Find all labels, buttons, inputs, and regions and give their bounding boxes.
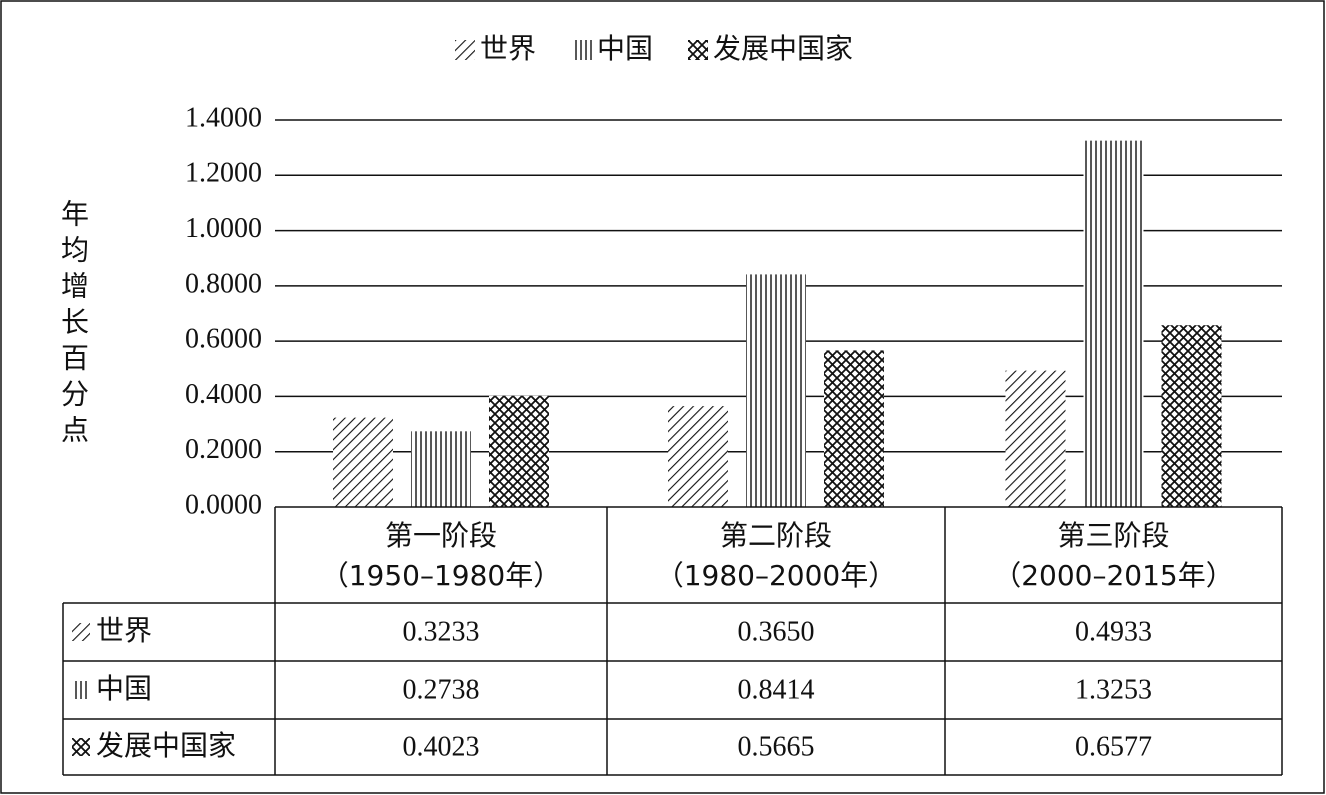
category-period: （1980–2000年） <box>656 559 897 592</box>
y-tick-label: 0.2000 <box>185 434 262 465</box>
y-tick-label: 0.8000 <box>185 268 262 299</box>
legend-label: 发展中国家 <box>713 32 853 65</box>
table-value: 0.6577 <box>1075 731 1152 762</box>
table-value: 0.8414 <box>738 674 815 705</box>
table-swatch <box>72 681 90 699</box>
table-value: 0.4933 <box>1075 616 1152 647</box>
legend-swatch <box>572 40 592 60</box>
table-value: 0.3650 <box>738 616 815 647</box>
legend-label: 中国 <box>597 32 653 65</box>
category-label: 第一阶段 <box>385 519 497 552</box>
table-value: 1.3253 <box>1075 674 1152 705</box>
bar <box>668 406 728 507</box>
row-label: 发展中国家 <box>96 729 236 762</box>
bar <box>824 350 884 507</box>
category-label: 第三阶段 <box>1057 519 1169 552</box>
bar <box>746 274 806 507</box>
y-tick-label: 1.2000 <box>185 158 262 189</box>
bar <box>411 431 471 507</box>
y-tick-label: 1.0000 <box>185 213 262 244</box>
y-tick-label: 1.4000 <box>185 102 262 133</box>
bar <box>1161 325 1222 507</box>
y-tick-label: 0.0000 <box>185 489 262 520</box>
row-label: 世界 <box>96 614 152 647</box>
table-value: 0.2738 <box>403 674 480 705</box>
legend-swatch <box>455 40 475 60</box>
table-swatch <box>72 738 90 756</box>
table-swatch <box>72 623 90 641</box>
table-value: 0.5665 <box>738 731 815 762</box>
table-value: 0.4023 <box>403 731 480 762</box>
bar <box>1005 370 1066 507</box>
row-label: 中国 <box>96 672 152 705</box>
y-axis-label: 年均增长百分点 <box>57 199 90 451</box>
category-period: （1950–1980年） <box>321 559 562 592</box>
legend-swatch <box>688 40 708 60</box>
bar <box>1083 140 1144 507</box>
bar <box>333 417 393 507</box>
y-tick-label: 0.6000 <box>185 324 262 355</box>
category-period: （2000–2015年） <box>993 559 1234 592</box>
y-tick-label: 0.4000 <box>185 379 262 410</box>
legend-label: 世界 <box>480 32 536 65</box>
table-value: 0.3233 <box>403 616 480 647</box>
category-label: 第二阶段 <box>720 519 832 552</box>
bar <box>489 395 549 507</box>
